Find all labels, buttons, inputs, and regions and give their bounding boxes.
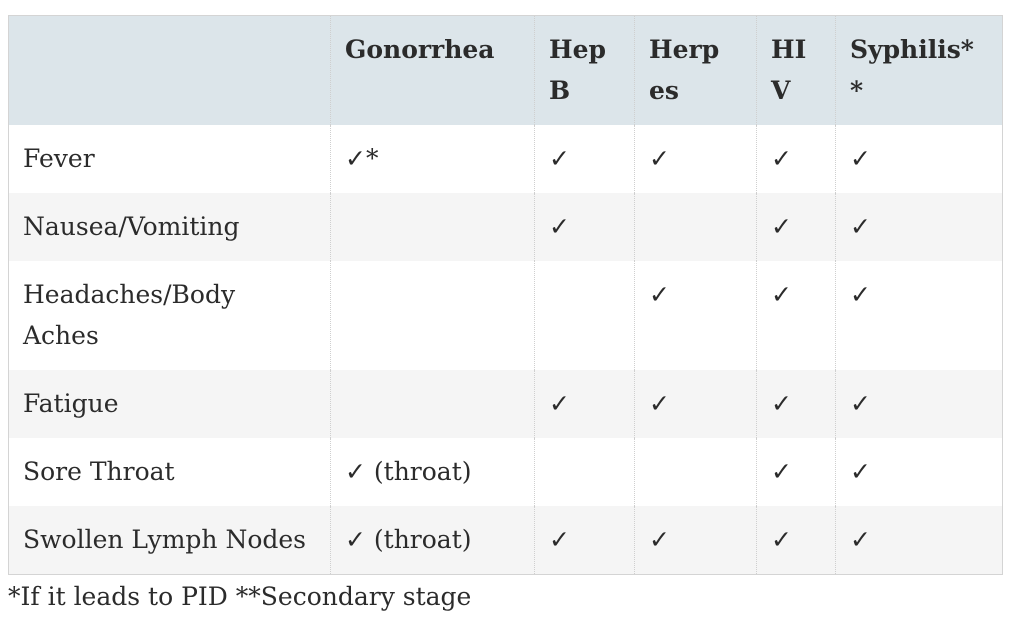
cell: ✓ (756, 438, 836, 506)
cell (534, 261, 635, 370)
row-label: Fever (8, 125, 331, 193)
cell: ✓ (534, 193, 635, 261)
cell: ✓ (throat) (330, 506, 535, 575)
cell: ✓ (756, 261, 836, 370)
header-cell: Herpes (634, 15, 757, 125)
cell: ✓ (throat) (330, 438, 535, 506)
cell: ✓ (835, 370, 1003, 438)
row-label: Sore Throat (8, 438, 331, 506)
cell (634, 438, 757, 506)
row-label: Nausea/Vomiting (8, 193, 331, 261)
cell: ✓ (835, 438, 1003, 506)
header-cell: HIV (756, 15, 836, 125)
cell: ✓ (634, 506, 757, 575)
symptom-table: Gonorrhea HepB Herpes HIV Syphilis** Fever ✓*… (8, 15, 1003, 575)
cell: ✓ (634, 261, 757, 370)
cell (330, 261, 535, 370)
row-label: Fatigue (8, 370, 331, 438)
cell: ✓ (756, 193, 836, 261)
cell (634, 193, 757, 261)
cell: ✓ (534, 125, 635, 193)
cell (534, 438, 635, 506)
cell: ✓ (756, 370, 836, 438)
cell: ✓ (634, 370, 757, 438)
table-row: Fatigue ✓ ✓ ✓ ✓ (8, 370, 1003, 438)
cell: ✓ (835, 125, 1003, 193)
cell: ✓ (835, 261, 1003, 370)
header-cell: Gonorrhea (330, 15, 535, 125)
cell: ✓ (835, 193, 1003, 261)
header-cell (8, 15, 331, 125)
cell: ✓ (534, 506, 635, 575)
cell: ✓ (835, 506, 1003, 575)
row-label: Swollen Lymph Nodes (8, 506, 331, 575)
cell: ✓ (756, 125, 836, 193)
header-row: Gonorrhea HepB Herpes HIV Syphilis** (8, 15, 1003, 125)
table-row: Sore Throat ✓ (throat) ✓ ✓ (8, 438, 1003, 506)
header-cell: Syphilis** (835, 15, 1003, 125)
cell: ✓ (534, 370, 635, 438)
cell (330, 370, 535, 438)
table-row: Swollen Lymph Nodes ✓ (throat) ✓ ✓ ✓ ✓ (8, 506, 1003, 575)
cell (330, 193, 535, 261)
row-label: Headaches/Body Aches (8, 261, 331, 370)
cell: ✓* (330, 125, 535, 193)
cell: ✓ (756, 506, 836, 575)
header-cell: HepB (534, 15, 635, 125)
table-row: Headaches/Body Aches ✓ ✓ ✓ (8, 261, 1003, 370)
table-row: Fever ✓* ✓ ✓ ✓ ✓ (8, 125, 1003, 193)
cell: ✓ (634, 125, 757, 193)
footnote: *If it leads to PID **Secondary stage (8, 582, 472, 611)
table-row: Nausea/Vomiting ✓ ✓ ✓ (8, 193, 1003, 261)
